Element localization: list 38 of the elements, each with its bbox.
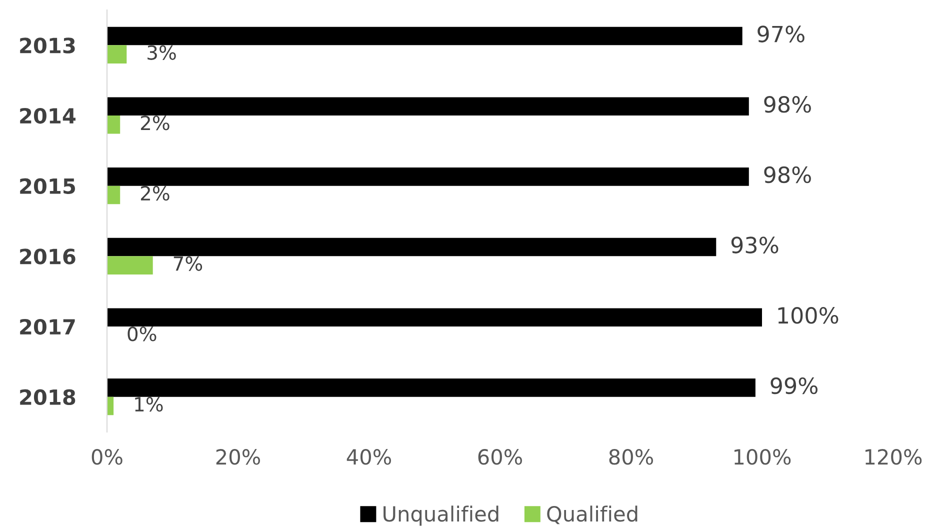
x-tick-label: 0% <box>92 449 122 465</box>
data-label: 100% <box>778 306 838 324</box>
bar <box>107 308 762 326</box>
bar <box>107 238 716 256</box>
y-tick-label: 2015 <box>20 178 75 194</box>
x-tick-label: 40% <box>346 449 392 465</box>
data-label: 3% <box>148 45 176 60</box>
y-tick-label: 2014 <box>20 108 76 124</box>
y-tick-label: 2013 <box>20 38 75 54</box>
data-label: 7% <box>174 256 202 271</box>
bar <box>107 26 742 46</box>
data-label: 98% <box>764 96 811 113</box>
y-tick-label: 2016 <box>20 248 76 264</box>
bar <box>107 97 749 116</box>
y-tick-label: 2018 <box>20 389 76 406</box>
bar <box>107 256 153 274</box>
data-label: 98% <box>764 166 811 184</box>
x-tick-label: 60% <box>478 449 522 465</box>
data-label: 0% <box>128 326 156 342</box>
x-tick-label: 20% <box>216 449 260 465</box>
bar <box>107 186 120 204</box>
data-label: 2% <box>140 116 170 130</box>
legend-label: Unqualified <box>384 506 498 526</box>
x-tick-label: 80% <box>609 449 654 465</box>
x-tick-label: 100% <box>734 449 791 465</box>
data-label: 1% <box>135 396 163 412</box>
data-label: 97% <box>758 26 804 42</box>
data-label: 93% <box>731 236 778 254</box>
bar <box>107 396 114 416</box>
bar <box>107 116 120 134</box>
y-tick-label: 2017 <box>20 318 75 335</box>
data-label: 99% <box>770 377 818 394</box>
x-tick-label: 120% <box>866 449 922 465</box>
data-label: 2% <box>140 186 170 201</box>
bar <box>107 168 749 186</box>
bar <box>107 378 756 397</box>
bar <box>107 45 127 64</box>
legend-label: Qualified <box>547 506 638 524</box>
